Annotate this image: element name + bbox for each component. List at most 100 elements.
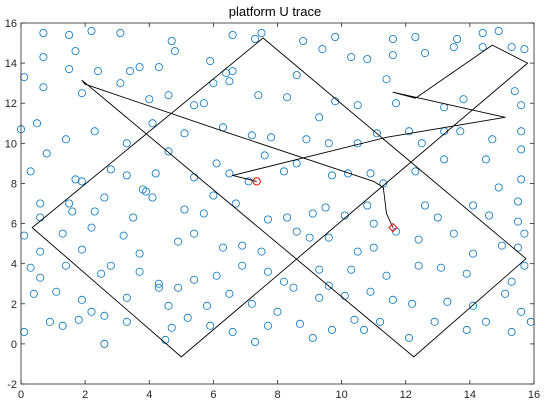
x-tick-label: 14 [464,389,476,401]
scatter-point [420,49,429,58]
scatter-point [353,101,362,110]
scatter-point [347,265,356,274]
scatter-point [65,65,74,74]
scatter-point [507,327,516,336]
scatter-point [469,301,478,310]
scatter-point [29,289,38,298]
scatter-point [324,233,333,242]
scatter-point [39,53,48,62]
scatter-point [469,249,478,258]
scatter-point [360,325,369,334]
y-tick-label: 10 [5,138,17,150]
scatter-point [116,28,125,37]
scatter-point [517,307,526,316]
scatter-point [94,67,103,76]
scatter-point [190,101,199,110]
scatter-point [42,149,51,158]
scatter-point [52,287,61,296]
scatter-point [228,67,237,76]
scatter-point [283,213,292,222]
chart-title: platform U trace [229,4,321,19]
scatter-point [202,301,211,310]
scatter-point [299,37,308,46]
scatter-point [436,263,445,272]
scatter-point [238,241,247,250]
scatter-point [324,281,333,290]
scatter-point [372,129,381,138]
scatter-point [71,47,80,56]
trace-line [31,37,529,358]
scatter-point [36,273,45,282]
scatter-point [501,289,510,298]
x-tick-label: 12 [400,389,412,401]
scatter-point [404,333,413,342]
scatter-point [488,135,497,144]
y-tick-label: 0 [11,339,17,351]
scatter-point [61,261,70,270]
scatter-point [206,321,215,330]
scatter-point [58,321,67,330]
scatter-point [190,229,199,238]
scatter-point [33,119,42,128]
x-tick-label: 10 [336,389,348,401]
scatter-point [494,183,503,192]
scatter-point [180,205,189,214]
scatter-point [507,43,516,52]
scatter-point [148,193,157,202]
scatter-point [212,271,221,280]
y-tick-label: 14 [5,58,17,70]
scatter-point [119,231,128,240]
scatter-point [315,113,324,122]
scatter-point [510,87,519,96]
scatter-point [251,35,260,44]
scatter-point [39,28,48,37]
y-tick-label: -2 [7,379,17,391]
scatter-point [292,227,301,236]
scatter-point [520,229,529,238]
scatter-point [517,175,526,184]
scatter-point [517,145,526,154]
y-tick-label: 6 [11,219,17,231]
scatter-point [414,261,423,270]
scatter-point [318,45,327,54]
scatter-point [366,169,375,178]
scatter-point [494,26,503,35]
scatter-point [462,325,471,334]
scatter-points [16,26,535,348]
scatter-point [74,315,83,324]
y-tick-label: 8 [11,178,17,190]
scatter-point [26,263,35,272]
scatter-point [497,241,506,250]
scatter-point [154,279,163,288]
scatter-point [247,131,256,140]
scatter-point [411,33,420,42]
scatter-point [209,79,218,88]
scatter-point [116,79,125,88]
scatter-point [199,209,208,218]
x-tick-label: 8 [274,389,280,401]
scatter-point [167,323,176,332]
x-tick-label: 2 [82,389,88,401]
scatter-point [218,243,227,252]
scatter-point [225,289,234,298]
scatter-point [283,93,292,102]
scatter-point [87,26,96,35]
scatter-point [411,167,420,176]
scatter-point [462,269,471,278]
scatter-point [520,261,529,270]
scatter-point [254,91,263,100]
scatter-point [514,217,523,226]
scatter-point [273,307,282,316]
scatter-point [122,317,131,326]
scatter-point [167,37,176,46]
scatter-point [190,275,199,284]
scatter-point [61,135,70,144]
scatter-point [456,127,465,136]
scatter-point [100,311,109,320]
scatter-point [126,67,135,76]
y-tick-label: 4 [11,259,17,271]
marker-group [252,177,398,233]
plot-area [21,23,534,384]
scatter-point [308,209,317,218]
scatter-point [517,101,526,110]
